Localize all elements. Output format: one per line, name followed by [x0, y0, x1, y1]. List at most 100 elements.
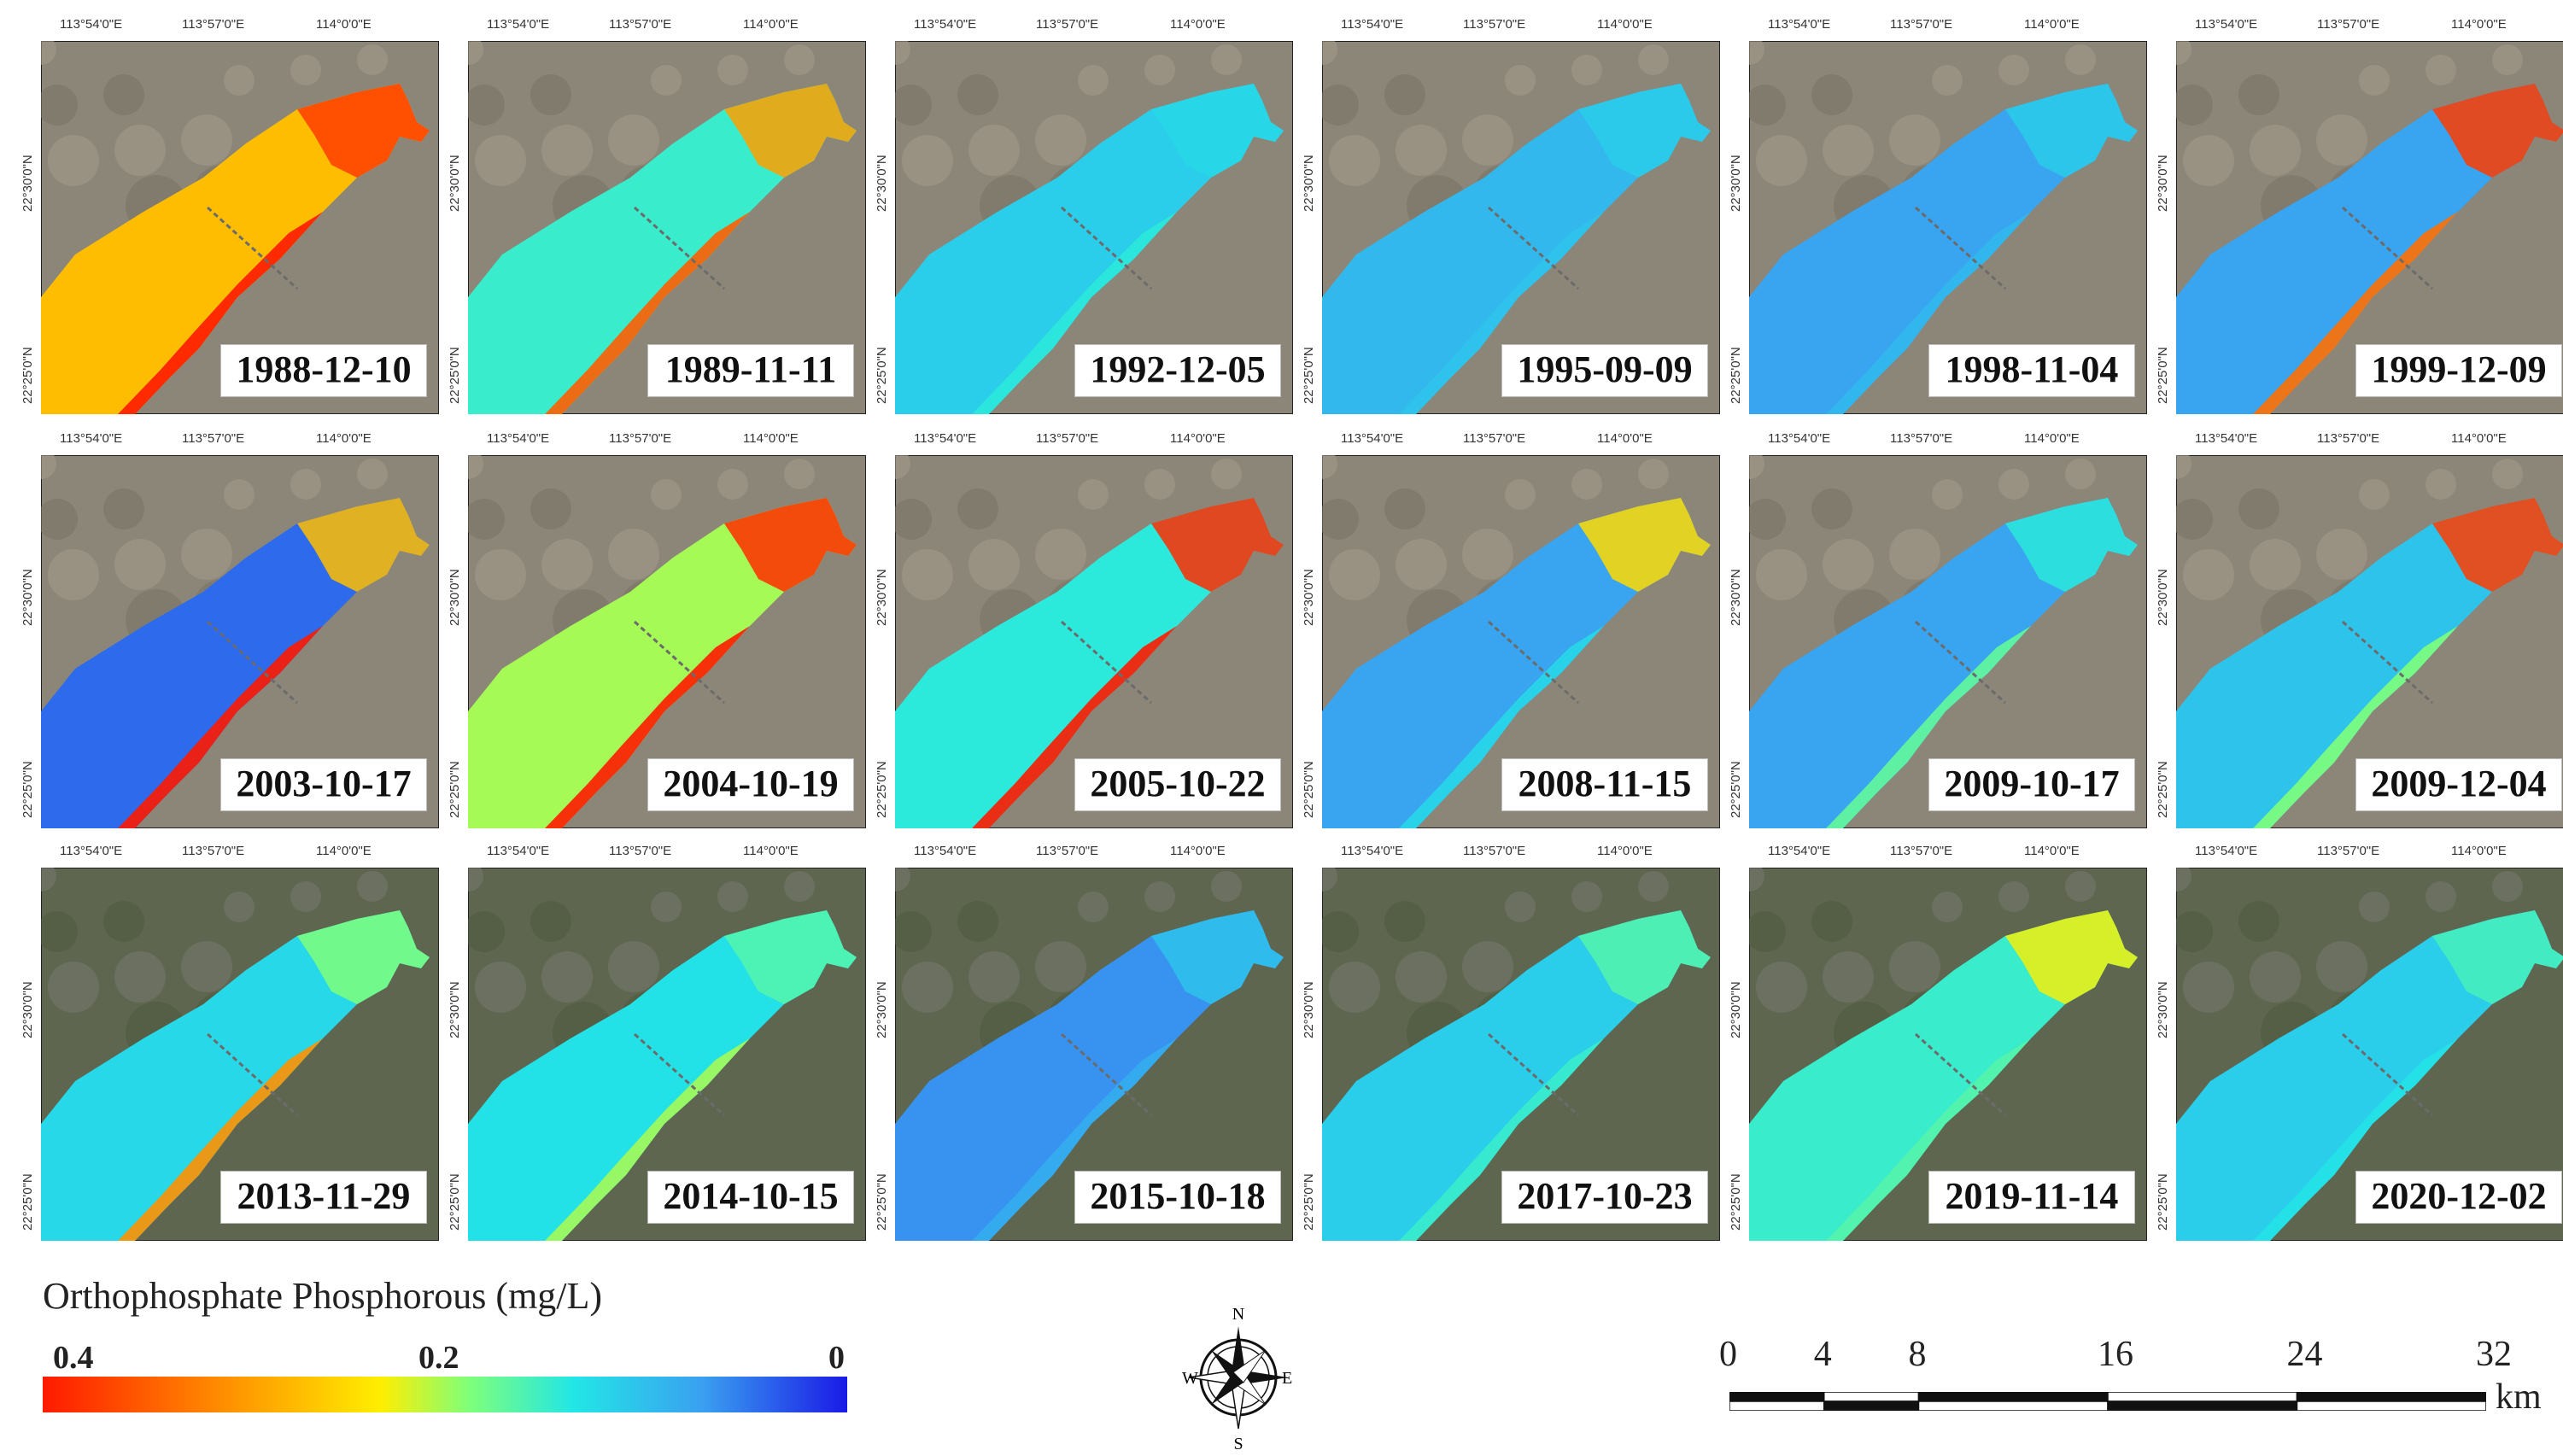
scale-segment [2107, 1400, 2298, 1411]
land-texture [41, 868, 56, 892]
longitude-tick: 114°0'0"E [2024, 17, 2080, 32]
land-texture [1505, 479, 1536, 510]
bridge-line [633, 1032, 726, 1117]
land-texture [114, 125, 166, 176]
water-concentration [1322, 84, 1711, 414]
land-texture [2065, 459, 2096, 489]
longitude-tick: 113°57'0"E [1036, 431, 1099, 446]
land-texture [902, 962, 953, 1013]
land-texture [1823, 539, 1874, 590]
land-texture [957, 488, 998, 529]
longitude-tick: 113°57'0"E [1463, 431, 1526, 446]
land-texture [468, 41, 483, 65]
estuary-map [468, 868, 866, 1241]
latitude-tick: 22°25'0"N [448, 1173, 462, 1231]
date-label: 1989-11-11 [647, 344, 854, 397]
bridge-line [2341, 206, 2434, 290]
southeast-shore-concentration [2253, 1038, 2458, 1241]
land-texture [1144, 881, 1175, 912]
land-texture [1078, 479, 1109, 510]
land-texture [2183, 549, 2234, 600]
land-texture [357, 44, 388, 75]
southeast-shore-concentration [1399, 212, 1604, 414]
longitude-tick: 114°0'0"E [2024, 844, 2080, 858]
date-label: 1988-12-10 [220, 344, 427, 397]
land-texture [103, 488, 144, 529]
water-concentration [468, 910, 857, 1241]
land-texture [181, 114, 232, 166]
latitude-tick: 22°25'0"N [875, 347, 889, 404]
land-texture [1211, 44, 1242, 75]
bridge-line [633, 206, 726, 290]
land-texture [2250, 951, 2301, 1003]
land-texture [1329, 135, 1380, 186]
land-texture [2316, 114, 2367, 166]
land-texture [1462, 529, 1513, 580]
date-label: 1998-11-04 [1928, 344, 2135, 397]
bridge-line [1487, 206, 1580, 290]
water-concentration [2176, 84, 2563, 414]
latitude-tick: 22°30'0"N [1729, 569, 1743, 626]
longitude-tick: 114°0'0"E [2451, 431, 2507, 446]
longitude-tick: 114°0'0"E [2024, 431, 2080, 446]
map-panel: 2014-10-15 [468, 868, 866, 1241]
latitude-tick: 22°30'0"N [875, 155, 889, 212]
land-texture [717, 881, 748, 912]
southeast-shore-concentration [1399, 626, 1604, 828]
land-texture [468, 85, 505, 126]
river-mouth-concentration [297, 84, 430, 178]
land-texture [1329, 962, 1380, 1013]
latitude-tick: 22°30'0"N [20, 981, 35, 1038]
water-concentration [1749, 910, 2138, 1241]
land-texture [2316, 941, 2367, 992]
land-texture [651, 479, 682, 510]
land-texture [1035, 114, 1086, 166]
longitude-tick: 113°54'0"E [60, 431, 123, 446]
land-texture [608, 529, 659, 580]
map-panel: 2004-10-19 [468, 455, 866, 828]
date-label: 2003-10-17 [220, 758, 427, 811]
southeast-shore-concentration [972, 1038, 1177, 1241]
bridge-line [1914, 206, 2007, 290]
land-texture [1749, 868, 1764, 892]
land-texture [48, 549, 99, 600]
water-concentration [41, 84, 430, 414]
longitude-tick: 113°57'0"E [182, 431, 245, 446]
land-texture [541, 125, 593, 176]
longitude-tick: 113°54'0"E [1768, 431, 1831, 446]
land-texture [1889, 529, 1940, 580]
land-texture [1078, 892, 1109, 922]
bridge-line [1487, 620, 1580, 705]
land-texture [181, 529, 232, 580]
map-panel: 2019-11-14 [1749, 868, 2147, 1241]
land-texture [968, 539, 1020, 590]
latitude-tick: 22°25'0"N [20, 761, 35, 818]
longitude-tick: 113°54'0"E [1341, 17, 1404, 32]
land-texture [468, 868, 483, 892]
land-texture [895, 499, 932, 540]
longitude-tick: 113°54'0"E [487, 844, 550, 858]
land-texture [2425, 881, 2456, 912]
land-texture [48, 135, 99, 186]
legend-tick-min: 0 [828, 1340, 845, 1376]
land-texture [2238, 901, 2279, 942]
water-concentration [2176, 910, 2563, 1241]
land-texture [357, 459, 388, 489]
river-mouth-concentration [2432, 910, 2563, 1004]
map-panel-grid: 1988-12-10 113°54'0"E 113°57'0"E 114°0'0"E 2… [20, 17, 2563, 1241]
scale-segment [1823, 1400, 1920, 1411]
map-panel: 1988-12-10 [41, 41, 439, 414]
latitude-tick: 22°25'0"N [875, 761, 889, 818]
latitude-tick: 22°25'0"N [20, 1173, 35, 1231]
southeast-shore-concentration [972, 212, 1177, 414]
date-label: 2005-10-22 [1074, 758, 1281, 811]
land-texture [1322, 499, 1359, 540]
land-texture [1505, 892, 1536, 922]
southeast-shore-concentration [118, 1038, 323, 1241]
land-texture [1322, 911, 1359, 952]
land-texture [968, 125, 1020, 176]
latitude-tick: 22°30'0"N [20, 569, 35, 626]
land-texture [103, 901, 144, 942]
date-label: 2014-10-15 [647, 1171, 854, 1224]
date-label: 2020-12-02 [2355, 1171, 2562, 1224]
